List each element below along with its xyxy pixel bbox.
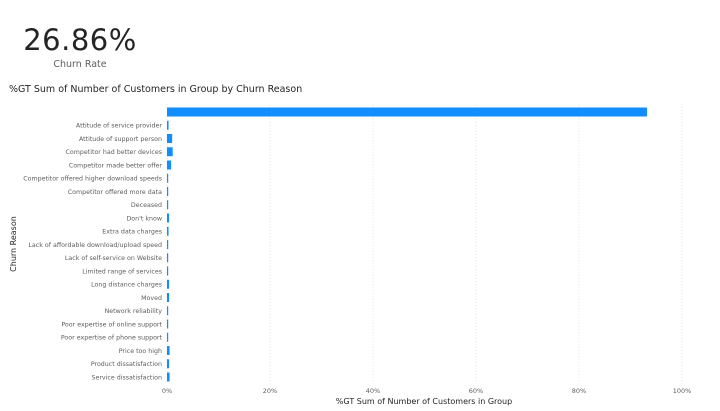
x-tick-label: 80% (572, 387, 586, 395)
bar[interactable] (167, 173, 169, 183)
category-labels: Attitude of service provider Attitude of … (23, 123, 162, 382)
x-tick-label: 0% (162, 387, 172, 395)
x-tick-labels: 0% 20% 40% 60% 80% 100% (162, 387, 691, 395)
category-label: Long distance charges (91, 282, 162, 289)
x-tick-label: 40% (366, 387, 380, 395)
gridlines (166, 104, 683, 381)
bar[interactable] (167, 319, 169, 329)
bar[interactable] (167, 120, 169, 130)
category-label: Competitor offered more data (68, 189, 162, 196)
bar[interactable] (167, 279, 170, 289)
bars (167, 107, 647, 382)
bar[interactable] (167, 213, 170, 223)
bar[interactable] (167, 226, 169, 236)
category-label: Competitor offered higher download speed… (23, 176, 162, 183)
x-axis-title: %GT Sum of Number of Customers in Group (336, 397, 512, 406)
y-axis-title: Churn Reason (9, 216, 18, 272)
category-label: Limited range of services (82, 268, 162, 275)
bar[interactable] (167, 372, 170, 382)
bar[interactable] (167, 107, 647, 117)
category-label: Price too high (119, 348, 162, 355)
bar[interactable] (167, 240, 169, 249)
bar[interactable] (167, 306, 169, 316)
category-label: Service dissatisfaction (91, 374, 162, 381)
churn-rate-label: Churn Rate (53, 59, 107, 70)
category-label: Lack of affordable download/upload speed (28, 242, 162, 249)
bar[interactable] (167, 147, 173, 157)
category-label: Competitor had better devices (66, 149, 162, 156)
category-label: Deceased (131, 202, 162, 209)
x-tick-label: 100% (673, 387, 692, 395)
x-tick-label: 20% (263, 387, 277, 395)
churn-rate-value: 26.86% (23, 23, 137, 57)
bar[interactable] (167, 160, 172, 170)
kpi-card: 26.86% Churn Rate (20, 22, 140, 70)
category-label: Network reliability (105, 308, 163, 315)
bar[interactable] (167, 359, 170, 369)
category-label: Lack of self-service on Website (65, 255, 162, 262)
category-label: Moved (141, 295, 162, 302)
category-label: Attitude of service provider (76, 123, 162, 130)
bar[interactable] (167, 293, 170, 302)
bar[interactable] (167, 253, 169, 263)
x-tick-label: 60% (469, 387, 483, 395)
chart-title: %GT Sum of Number of Customers in Group … (9, 84, 303, 95)
bar[interactable] (167, 200, 169, 210)
category-label: Attitude of support person (79, 136, 162, 143)
bar[interactable] (167, 266, 169, 276)
category-label: Don't know (126, 215, 162, 222)
category-label: Extra data charges (102, 229, 162, 236)
category-label: Product dissatisfaction (91, 361, 162, 368)
category-label: Competitor made better offer (69, 162, 163, 169)
category-label: Poor expertise of online support (61, 321, 162, 328)
category-label: Poor expertise of phone support (61, 335, 163, 342)
bar[interactable] (167, 346, 170, 355)
bar[interactable] (167, 332, 169, 342)
bar[interactable] (167, 134, 173, 143)
bar[interactable] (167, 187, 169, 196)
